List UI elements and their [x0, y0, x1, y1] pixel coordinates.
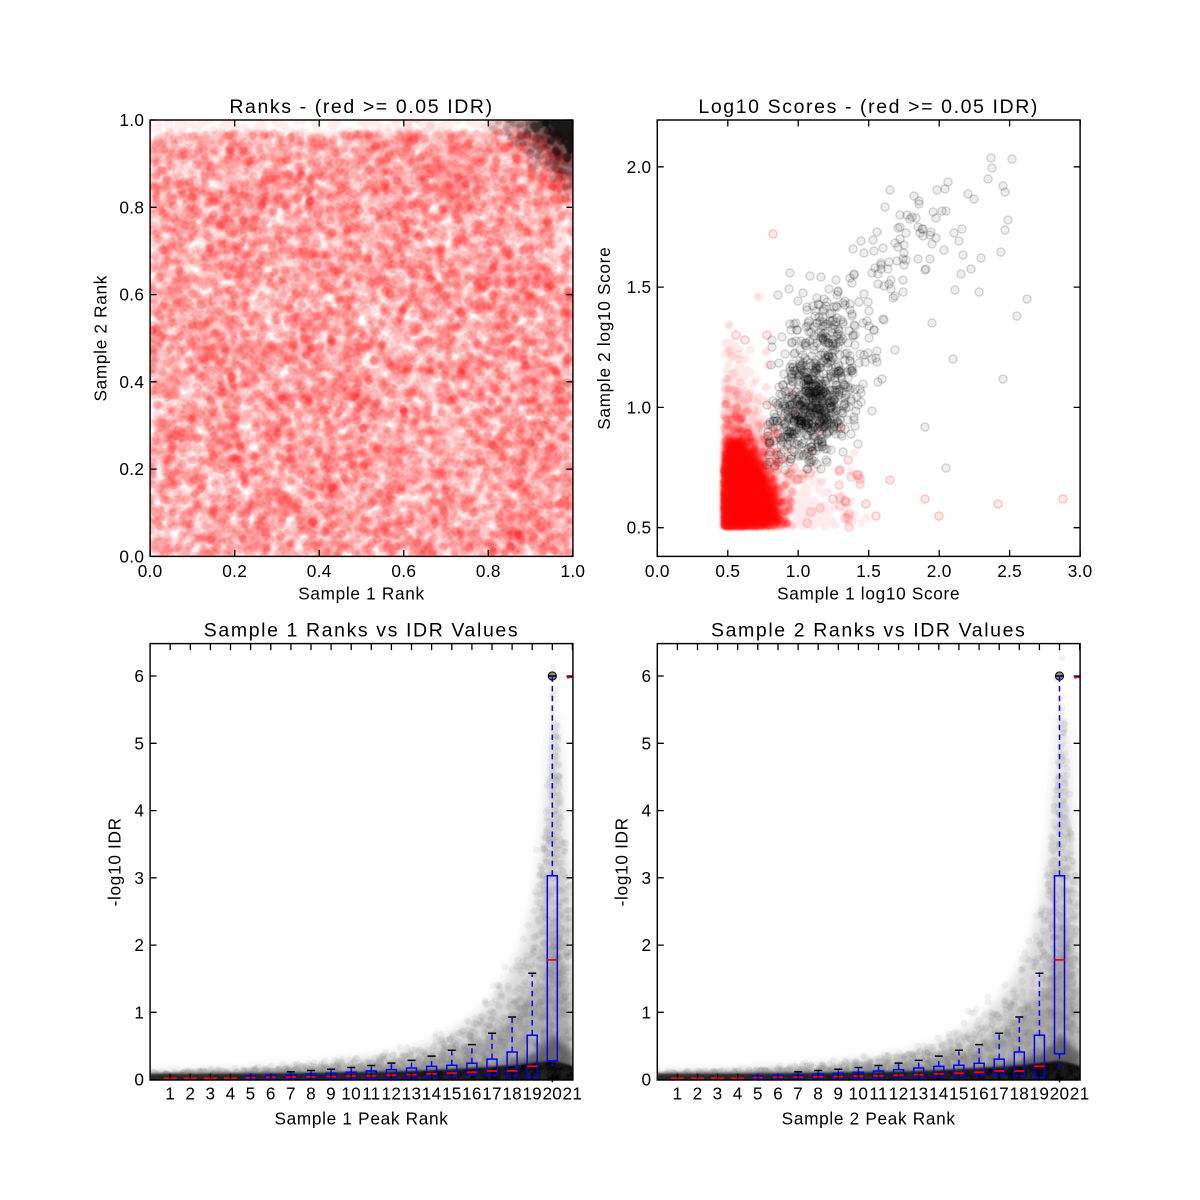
svg-text:4: 4 — [642, 801, 652, 821]
svg-text:0: 0 — [642, 1070, 652, 1090]
svg-text:0.2: 0.2 — [119, 459, 144, 479]
svg-text:20: 20 — [1050, 1083, 1070, 1103]
svg-text:1.0: 1.0 — [561, 561, 586, 581]
svg-text:5: 5 — [642, 733, 652, 753]
svg-text:15: 15 — [442, 1083, 462, 1103]
svg-text:5: 5 — [134, 733, 144, 753]
svg-text:-log10 IDR: -log10 IDR — [611, 817, 631, 906]
svg-text:0.8: 0.8 — [119, 197, 144, 217]
svg-text:9: 9 — [326, 1083, 336, 1103]
svg-text:0.5: 0.5 — [627, 518, 652, 538]
svg-text:2: 2 — [693, 1083, 703, 1103]
svg-text:3: 3 — [642, 868, 652, 888]
svg-text:0.0: 0.0 — [645, 561, 670, 581]
svg-text:2: 2 — [185, 1083, 195, 1103]
svg-text:Sample 2 Rank: Sample 2 Rank — [91, 275, 111, 402]
svg-text:Sample 2 Ranks vs IDR Values: Sample 2 Ranks vs IDR Values — [711, 620, 1026, 642]
svg-text:0.0: 0.0 — [138, 561, 163, 581]
svg-text:Sample 2 log10 Score: Sample 2 log10 Score — [594, 247, 614, 430]
svg-text:6: 6 — [134, 666, 144, 686]
svg-text:Sample 1 Rank: Sample 1 Rank — [298, 584, 425, 604]
svg-text:18: 18 — [502, 1083, 522, 1103]
svg-text:Sample 1 Ranks vs IDR Values: Sample 1 Ranks vs IDR Values — [204, 620, 519, 642]
svg-text:4: 4 — [226, 1083, 236, 1103]
svg-text:0.4: 0.4 — [119, 372, 144, 392]
svg-text:0.5: 0.5 — [715, 561, 740, 581]
svg-text:8: 8 — [813, 1083, 823, 1103]
svg-text:10: 10 — [341, 1083, 361, 1103]
svg-text:11: 11 — [869, 1083, 887, 1103]
svg-text:2: 2 — [134, 935, 144, 955]
svg-text:17: 17 — [482, 1083, 502, 1103]
svg-text:21: 21 — [1070, 1083, 1090, 1103]
svg-text:20: 20 — [542, 1083, 562, 1103]
svg-text:14: 14 — [422, 1083, 442, 1103]
svg-text:Sample 1 log10 Score: Sample 1 log10 Score — [777, 584, 960, 604]
svg-text:1.0: 1.0 — [786, 561, 811, 581]
svg-text:11: 11 — [362, 1083, 380, 1103]
svg-text:0.0: 0.0 — [119, 546, 144, 566]
svg-text:15: 15 — [949, 1083, 969, 1103]
svg-text:Sample 2 Peak Rank: Sample 2 Peak Rank — [782, 1108, 956, 1128]
svg-text:4: 4 — [733, 1083, 743, 1103]
svg-text:3: 3 — [713, 1083, 723, 1103]
svg-text:0.6: 0.6 — [391, 561, 416, 581]
svg-text:4: 4 — [134, 801, 144, 821]
svg-text:2.0: 2.0 — [927, 561, 952, 581]
svg-text:0.8: 0.8 — [476, 561, 501, 581]
svg-text:Ranks - (red >= 0.05 IDR): Ranks - (red >= 0.05 IDR) — [229, 96, 493, 118]
svg-text:9: 9 — [833, 1083, 843, 1103]
svg-text:0.2: 0.2 — [222, 561, 247, 581]
svg-text:3: 3 — [205, 1083, 215, 1103]
svg-text:6: 6 — [642, 666, 652, 686]
svg-text:Log10 Scores - (red >= 0.05 ID: Log10 Scores - (red >= 0.05 IDR) — [698, 96, 1039, 118]
svg-text:16: 16 — [462, 1083, 482, 1103]
svg-text:13: 13 — [402, 1083, 422, 1103]
svg-text:7: 7 — [793, 1083, 803, 1103]
svg-text:21: 21 — [563, 1083, 583, 1103]
svg-text:Sample 1 Peak Rank: Sample 1 Peak Rank — [274, 1108, 448, 1128]
svg-text:2.5: 2.5 — [997, 561, 1022, 581]
svg-text:2: 2 — [642, 935, 652, 955]
svg-text:0: 0 — [134, 1070, 144, 1090]
svg-text:7: 7 — [286, 1083, 296, 1103]
svg-text:19: 19 — [522, 1083, 542, 1103]
svg-text:12: 12 — [382, 1083, 402, 1103]
svg-text:19: 19 — [1030, 1083, 1050, 1103]
svg-text:0.6: 0.6 — [119, 285, 144, 305]
svg-text:1: 1 — [642, 1002, 652, 1022]
svg-text:1.5: 1.5 — [856, 561, 881, 581]
svg-text:6: 6 — [266, 1083, 276, 1103]
svg-text:5: 5 — [753, 1083, 763, 1103]
svg-text:8: 8 — [306, 1083, 316, 1103]
svg-text:6: 6 — [773, 1083, 783, 1103]
svg-text:3: 3 — [134, 868, 144, 888]
svg-text:1.0: 1.0 — [627, 397, 652, 417]
svg-text:0.4: 0.4 — [307, 561, 332, 581]
svg-text:3.0: 3.0 — [1068, 561, 1093, 581]
svg-text:10: 10 — [849, 1083, 869, 1103]
svg-text:12: 12 — [889, 1083, 909, 1103]
svg-text:5: 5 — [246, 1083, 256, 1103]
svg-text:2.0: 2.0 — [627, 157, 652, 177]
svg-text:17: 17 — [989, 1083, 1009, 1103]
svg-text:1: 1 — [165, 1083, 175, 1103]
svg-text:1: 1 — [134, 1002, 144, 1022]
svg-text:13: 13 — [909, 1083, 929, 1103]
svg-text:18: 18 — [1009, 1083, 1029, 1103]
svg-text:1.0: 1.0 — [119, 110, 144, 130]
svg-text:1.5: 1.5 — [627, 277, 652, 297]
svg-text:-log10 IDR: -log10 IDR — [105, 817, 125, 906]
svg-text:1: 1 — [672, 1083, 682, 1103]
svg-text:14: 14 — [929, 1083, 949, 1103]
svg-text:16: 16 — [969, 1083, 989, 1103]
